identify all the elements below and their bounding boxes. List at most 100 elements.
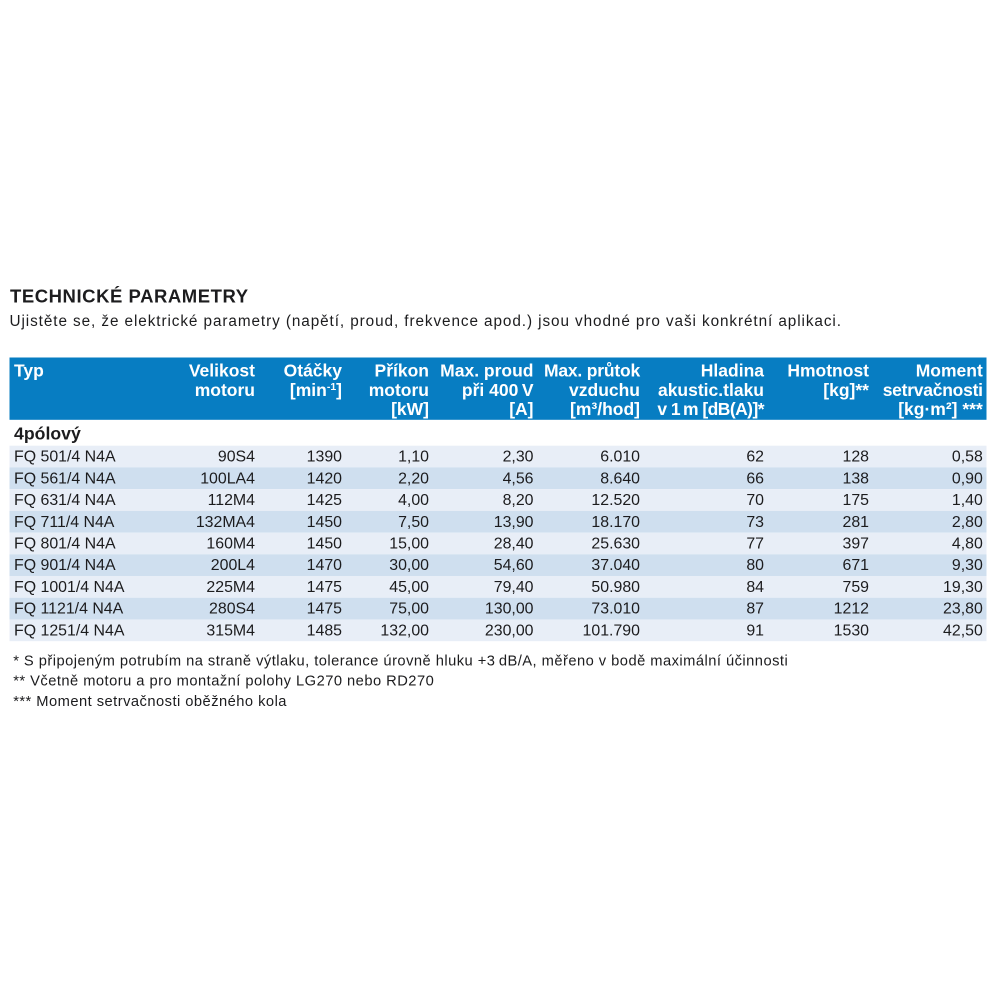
svg-text:*** Moment setrvačnosti oběžné: *** Moment setrvačnosti oběžného kola bbox=[13, 694, 287, 710]
svg-text:45,00: 45,00 bbox=[389, 579, 429, 596]
svg-text:90S4: 90S4 bbox=[218, 449, 255, 466]
svg-text:FQ 631/4 N4A: FQ 631/4 N4A bbox=[14, 492, 116, 509]
svg-text:50.980: 50.980 bbox=[591, 579, 640, 596]
svg-text:175: 175 bbox=[842, 492, 869, 509]
svg-text:54,60: 54,60 bbox=[494, 557, 534, 574]
svg-text:Příkon: Příkon bbox=[375, 361, 429, 381]
svg-text:759: 759 bbox=[842, 579, 869, 596]
svg-text:FQ 1001/4 N4A: FQ 1001/4 N4A bbox=[14, 579, 125, 596]
svg-text:87: 87 bbox=[746, 601, 764, 618]
svg-text:1420: 1420 bbox=[307, 470, 343, 487]
svg-text:v 1 m [dB(A)]*: v 1 m [dB(A)]* bbox=[657, 399, 764, 419]
svg-text:4pólový: 4pólový bbox=[14, 424, 81, 444]
svg-text:18.170: 18.170 bbox=[591, 514, 640, 531]
svg-text:12.520: 12.520 bbox=[591, 492, 640, 509]
svg-text:1212: 1212 bbox=[834, 601, 870, 618]
svg-text:[A]: [A] bbox=[509, 399, 533, 419]
svg-text:Max. průtok: Max. průtok bbox=[544, 361, 640, 381]
svg-text:37.040: 37.040 bbox=[591, 557, 640, 574]
svg-text:19,30: 19,30 bbox=[943, 579, 983, 596]
svg-text:160M4: 160M4 bbox=[206, 535, 255, 552]
svg-text:FQ 561/4 N4A: FQ 561/4 N4A bbox=[14, 470, 116, 487]
svg-text:73.010: 73.010 bbox=[591, 601, 640, 618]
svg-text:setrvačnosti: setrvačnosti bbox=[883, 380, 983, 400]
svg-text:Otáčky: Otáčky bbox=[284, 361, 343, 381]
svg-text:[kW]: [kW] bbox=[391, 399, 429, 419]
svg-text:30,00: 30,00 bbox=[389, 557, 429, 574]
svg-text:[kg·m²] ***: [kg·m²] *** bbox=[898, 399, 983, 419]
svg-text:230,00: 230,00 bbox=[485, 622, 534, 639]
svg-text:1,40: 1,40 bbox=[952, 492, 983, 509]
svg-text:1450: 1450 bbox=[307, 514, 343, 531]
svg-text:Max. proud: Max. proud bbox=[440, 361, 533, 381]
svg-text:128: 128 bbox=[842, 449, 869, 466]
svg-text:1475: 1475 bbox=[307, 601, 343, 618]
svg-text:1390: 1390 bbox=[307, 449, 343, 466]
svg-text:112M4: 112M4 bbox=[208, 492, 256, 509]
svg-text:70: 70 bbox=[746, 492, 764, 509]
svg-text:TECHNICKÉ PARAMETRY: TECHNICKÉ PARAMETRY bbox=[10, 286, 249, 307]
svg-text:9,30: 9,30 bbox=[952, 557, 983, 574]
svg-text:132,00: 132,00 bbox=[380, 622, 429, 639]
svg-text:138: 138 bbox=[842, 470, 869, 487]
svg-text:[m³/hod]: [m³/hod] bbox=[570, 399, 640, 419]
svg-text:1530: 1530 bbox=[834, 622, 870, 639]
svg-text:1,10: 1,10 bbox=[398, 449, 429, 466]
svg-text:1475: 1475 bbox=[307, 579, 343, 596]
svg-text:397: 397 bbox=[842, 535, 869, 552]
svg-text:4,80: 4,80 bbox=[952, 535, 983, 552]
svg-text:132MA4: 132MA4 bbox=[196, 514, 255, 531]
svg-text:130,00: 130,00 bbox=[485, 601, 534, 618]
svg-text:4,56: 4,56 bbox=[503, 470, 534, 487]
svg-text:100LA4: 100LA4 bbox=[200, 470, 255, 487]
svg-text:13,90: 13,90 bbox=[494, 514, 534, 531]
svg-text:Typ: Typ bbox=[14, 361, 44, 381]
svg-text:1485: 1485 bbox=[307, 622, 343, 639]
svg-text:vzduchu: vzduchu bbox=[569, 380, 640, 400]
svg-text:1450: 1450 bbox=[307, 535, 343, 552]
svg-text:2,30: 2,30 bbox=[503, 449, 534, 466]
svg-text:[kg]**: [kg]** bbox=[823, 380, 869, 400]
svg-text:FQ 1121/4 N4A: FQ 1121/4 N4A bbox=[14, 601, 124, 618]
svg-text:motoru: motoru bbox=[369, 380, 429, 400]
svg-text:79,40: 79,40 bbox=[494, 579, 534, 596]
svg-text:4,00: 4,00 bbox=[398, 492, 429, 509]
svg-text:280S4: 280S4 bbox=[209, 601, 255, 618]
svg-text:75,00: 75,00 bbox=[389, 601, 429, 618]
svg-text:0,90: 0,90 bbox=[952, 470, 983, 487]
svg-text:42,50: 42,50 bbox=[943, 622, 983, 639]
svg-text:7,50: 7,50 bbox=[398, 514, 429, 531]
svg-text:2,80: 2,80 bbox=[952, 514, 983, 531]
svg-text:101.790: 101.790 bbox=[583, 622, 641, 639]
svg-text:FQ 901/4 N4A: FQ 901/4 N4A bbox=[14, 557, 116, 574]
svg-text:73: 73 bbox=[746, 514, 764, 531]
svg-text:FQ 711/4 N4A: FQ 711/4 N4A bbox=[14, 514, 115, 531]
svg-text:91: 91 bbox=[746, 622, 764, 639]
svg-text:* S připojeným potrubím na str: * S připojeným potrubím na straně výtlak… bbox=[13, 653, 788, 669]
svg-text:akustic.tlaku: akustic.tlaku bbox=[658, 380, 764, 400]
svg-text:66: 66 bbox=[746, 470, 764, 487]
svg-text:28,40: 28,40 bbox=[494, 535, 534, 552]
svg-text:62: 62 bbox=[746, 449, 764, 466]
svg-text:200L4: 200L4 bbox=[211, 557, 255, 574]
svg-text:84: 84 bbox=[746, 579, 764, 596]
svg-text:2,20: 2,20 bbox=[398, 470, 429, 487]
svg-text:Velikost: Velikost bbox=[189, 361, 255, 381]
svg-text:671: 671 bbox=[842, 557, 869, 574]
svg-text:77: 77 bbox=[746, 535, 764, 552]
svg-text:8.640: 8.640 bbox=[600, 470, 640, 487]
svg-text:315M4: 315M4 bbox=[206, 622, 255, 639]
svg-text:Ujistěte se, že elektrické par: Ujistěte se, že elektrické parametry (na… bbox=[10, 313, 842, 330]
svg-text:** Včetně motoru a pro montažn: ** Včetně motoru a pro montažní polohy L… bbox=[13, 674, 434, 690]
svg-text:8,20: 8,20 bbox=[503, 492, 534, 509]
svg-text:FQ 501/4 N4A: FQ 501/4 N4A bbox=[14, 449, 116, 466]
svg-text:FQ 801/4 N4A: FQ 801/4 N4A bbox=[14, 535, 116, 552]
svg-text:Hmotnost: Hmotnost bbox=[787, 361, 869, 381]
svg-text:Hladina: Hladina bbox=[701, 361, 764, 381]
svg-text:0,58: 0,58 bbox=[952, 449, 983, 466]
svg-text:281: 281 bbox=[842, 514, 869, 531]
svg-text:23,80: 23,80 bbox=[943, 601, 983, 618]
svg-text:při 400 V: při 400 V bbox=[462, 380, 534, 400]
svg-text:225M4: 225M4 bbox=[206, 579, 255, 596]
svg-text:FQ 1251/4 N4A: FQ 1251/4 N4A bbox=[14, 622, 125, 639]
